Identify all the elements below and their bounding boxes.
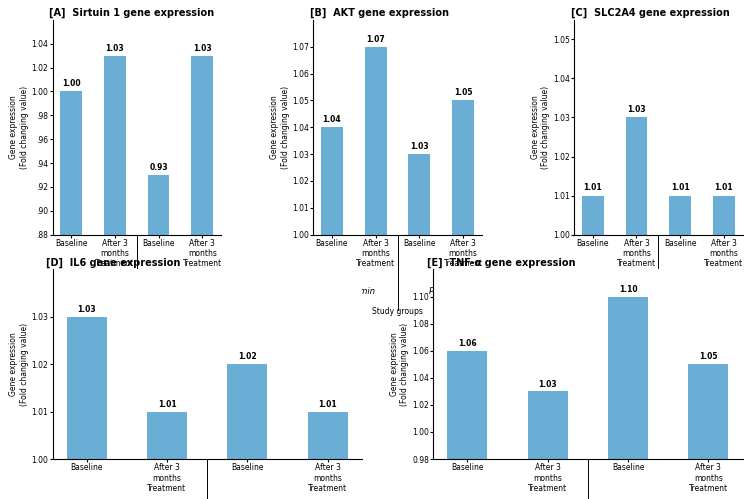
Text: 1.03: 1.03 xyxy=(77,305,96,314)
Text: 1.00: 1.00 xyxy=(62,79,80,88)
Text: 1.05: 1.05 xyxy=(699,352,718,361)
Bar xyxy=(447,351,488,459)
Bar xyxy=(227,364,268,459)
Text: [E]  TNF-α gene expression: [E] TNF-α gene expression xyxy=(427,257,575,267)
Bar xyxy=(409,154,430,235)
Text: [C]  SLC2A4 gene expression: [C] SLC2A4 gene expression xyxy=(571,8,730,18)
Text: PHMC: PHMC xyxy=(168,287,193,296)
Text: 1.03: 1.03 xyxy=(627,105,646,114)
Bar xyxy=(626,117,647,235)
Text: Metformin: Metformin xyxy=(332,287,375,296)
Text: 1.07: 1.07 xyxy=(366,34,385,43)
Text: Study groups: Study groups xyxy=(111,307,162,316)
Text: 1.03: 1.03 xyxy=(410,142,429,151)
Bar xyxy=(669,196,692,235)
Y-axis label: Gene expression
(Fold changing value): Gene expression (Fold changing value) xyxy=(531,86,550,169)
Y-axis label: Gene expression
(Fold changing value): Gene expression (Fold changing value) xyxy=(9,323,28,406)
Bar xyxy=(148,175,170,235)
Bar xyxy=(321,127,343,235)
Text: 1.02: 1.02 xyxy=(238,352,256,361)
Text: 1.03: 1.03 xyxy=(193,43,211,52)
Y-axis label: Gene expression
(Fold changing value): Gene expression (Fold changing value) xyxy=(270,86,290,169)
Text: Study groups: Study groups xyxy=(372,307,423,316)
Text: [D]  IL6 gene expression: [D] IL6 gene expression xyxy=(46,257,181,267)
Text: 1.10: 1.10 xyxy=(619,285,638,294)
Text: Metformin: Metformin xyxy=(593,287,636,296)
Y-axis label: Gene expression
(Fold changing value): Gene expression (Fold changing value) xyxy=(390,323,410,406)
Bar xyxy=(364,47,386,235)
Text: Study groups: Study groups xyxy=(633,307,684,316)
Bar xyxy=(308,412,348,459)
Text: PHMC: PHMC xyxy=(690,287,714,296)
Bar xyxy=(191,56,213,235)
Text: 1.01: 1.01 xyxy=(671,183,689,192)
Bar xyxy=(147,412,187,459)
Text: 1.01: 1.01 xyxy=(318,400,337,409)
Text: 1.01: 1.01 xyxy=(584,183,602,192)
Bar xyxy=(452,100,474,235)
Text: [B]  AKT gene expression: [B] AKT gene expression xyxy=(310,8,449,18)
Bar xyxy=(527,391,568,459)
Text: [A]  Sirtuin 1 gene expression: [A] Sirtuin 1 gene expression xyxy=(50,8,214,18)
Text: Metformin: Metformin xyxy=(71,287,115,296)
Text: 1.05: 1.05 xyxy=(454,88,472,97)
Bar xyxy=(60,91,82,235)
Bar xyxy=(688,364,728,459)
Text: 1.01: 1.01 xyxy=(715,183,734,192)
Text: 1.01: 1.01 xyxy=(158,400,176,409)
Bar xyxy=(713,196,735,235)
Bar xyxy=(104,56,126,235)
Text: 1.06: 1.06 xyxy=(458,339,477,348)
Y-axis label: Gene expression
(Fold changing value): Gene expression (Fold changing value) xyxy=(9,86,28,169)
Text: PHMC: PHMC xyxy=(429,287,454,296)
Text: 1.04: 1.04 xyxy=(322,115,341,124)
Bar xyxy=(67,317,106,459)
Text: 0.93: 0.93 xyxy=(149,163,168,172)
Bar xyxy=(582,196,604,235)
Text: 1.03: 1.03 xyxy=(106,43,124,52)
Text: 1.03: 1.03 xyxy=(538,380,557,389)
Bar xyxy=(608,296,648,459)
